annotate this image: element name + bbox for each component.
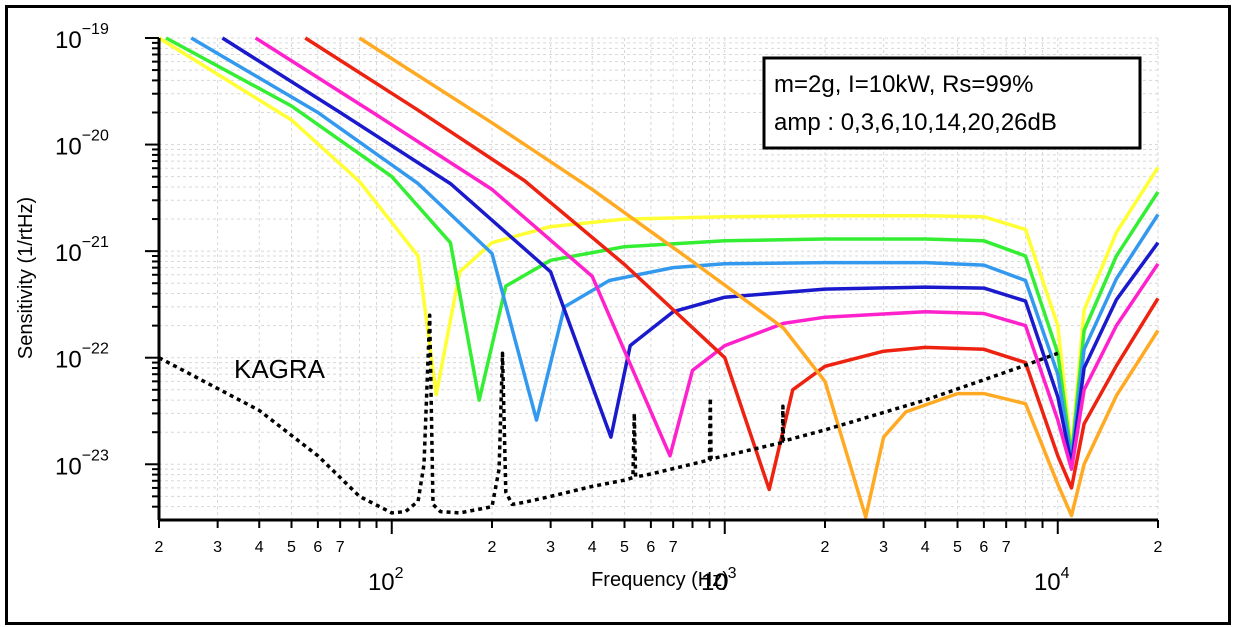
- series-kagra: [158, 313, 1059, 515]
- x-tick-label: 4: [921, 539, 930, 556]
- x-tick-label: 7: [669, 539, 678, 556]
- legend-line-2: amp : 0,3,6,10,14,20,26dB: [774, 109, 1057, 136]
- x-tick-label: 3: [213, 539, 222, 556]
- x-tick-label: 2: [488, 539, 497, 556]
- x-tick-label: 5: [953, 539, 962, 556]
- x-tick-label: 6: [313, 539, 322, 556]
- x-tick-label: 2: [155, 539, 164, 556]
- series-amp-20db: [304, 36, 1160, 492]
- x-decade-label: 102: [368, 565, 404, 596]
- kagra-label: KAGRA: [234, 354, 326, 384]
- x-axis-title: Frequency (Hz): [591, 569, 729, 591]
- x-tick-label: 3: [879, 539, 888, 556]
- series-amp-26db: [358, 36, 1160, 519]
- figure-frame: [5, 5, 1231, 625]
- y-decade-label: 10−23: [55, 447, 109, 480]
- y-axis-ticks: 10−19 10−20 10−21 10−22 10−23: [55, 21, 159, 508]
- y-decade-label: 10−19: [55, 21, 109, 54]
- y-decade-label: 10−21: [55, 234, 109, 267]
- series-layer: [158, 36, 1160, 519]
- x-tick-label: 7: [1002, 539, 1011, 556]
- x-tick-label: 5: [620, 539, 629, 556]
- x-tick-label: 3: [546, 539, 555, 556]
- grid-lines: [158, 37, 1159, 520]
- x-tick-label: 6: [979, 539, 988, 556]
- x-tick-label: 4: [588, 539, 597, 556]
- x-tick-label: 2: [1154, 539, 1163, 556]
- x-tick-label: 6: [646, 539, 655, 556]
- x-tick-label: 5: [287, 539, 296, 556]
- x-tick-label: 4: [255, 539, 264, 556]
- y-axis-title: Sensitivity (1/rtHz): [15, 197, 37, 359]
- legend-frame: [762, 56, 1142, 150]
- series-amp-14db: [254, 36, 1160, 471]
- y-decade-label: 10−22: [55, 341, 109, 374]
- x-decade-label: 104: [1034, 565, 1070, 596]
- legend-line-1: m=2g, I=10kW, Rs=99%: [774, 71, 1033, 98]
- x-decade-label: 103: [701, 565, 737, 596]
- legend-box: m=2g, I=10kW, Rs=99% amp : 0,3,6,10,14,2…: [762, 56, 1142, 150]
- x-tick-label: 2: [821, 539, 830, 556]
- axes: [157, 38, 1158, 522]
- y-decade-label: 10−20: [55, 128, 109, 161]
- x-tick-label: 7: [336, 539, 345, 556]
